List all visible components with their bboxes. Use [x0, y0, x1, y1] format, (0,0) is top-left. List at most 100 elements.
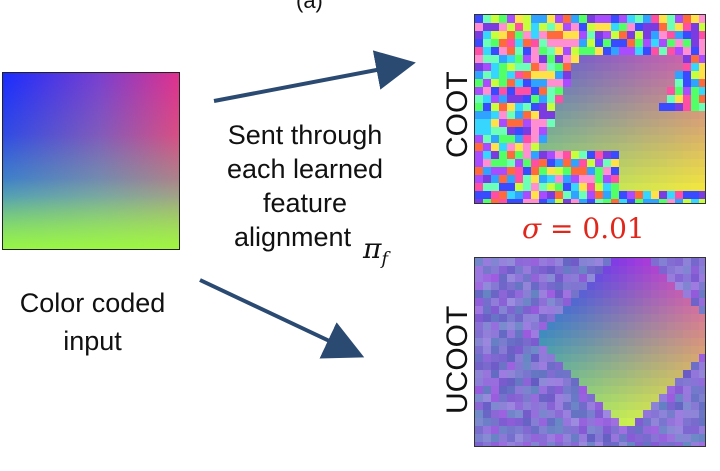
mosaic-cell — [547, 167, 555, 175]
mosaic-cell — [571, 386, 579, 394]
mosaic-cell — [475, 426, 483, 434]
mosaic-cell — [651, 15, 659, 23]
mosaic-cell — [683, 402, 691, 410]
mosaic-cell — [571, 47, 579, 55]
mosaic-cell — [571, 306, 579, 314]
mosaic-cell — [595, 362, 603, 370]
mosaic-cell — [507, 127, 515, 135]
mosaic-cell — [523, 167, 531, 175]
mosaic-cell — [627, 426, 635, 434]
mosaic-cell — [619, 199, 627, 203]
mosaic-cell — [659, 370, 667, 378]
mosaic-cell — [619, 103, 627, 111]
mosaic-cell — [563, 354, 571, 362]
mosaic-cell — [515, 103, 523, 111]
mosaic-cell — [563, 330, 571, 338]
mosaic-cell — [483, 330, 491, 338]
mosaic-cell — [531, 346, 539, 354]
mosaic-cell — [675, 258, 683, 266]
mosaic-cell — [547, 127, 555, 135]
mosaic-cell — [563, 274, 571, 282]
mosaic-cell — [667, 111, 675, 119]
mosaic-cell — [507, 151, 515, 159]
mosaic-cell — [627, 143, 635, 151]
middle-caption-line1: Sent through — [227, 120, 383, 150]
mosaic-cell — [555, 31, 563, 39]
mosaic-cell — [547, 175, 555, 183]
mosaic-cell — [667, 47, 675, 55]
mosaic-cell — [699, 103, 705, 111]
mosaic-cell — [563, 418, 571, 426]
mosaic-cell — [675, 442, 683, 446]
mosaic-cell — [571, 23, 579, 31]
mosaic-cell — [579, 103, 587, 111]
mosaic-cell — [499, 79, 507, 87]
mosaic-cell — [579, 290, 587, 298]
mosaic-cell — [523, 314, 531, 322]
mosaic-cell — [635, 63, 643, 71]
mosaic-cell — [595, 402, 603, 410]
mosaic-cell — [691, 55, 699, 63]
mosaic-cell — [587, 258, 595, 266]
mosaic-cell — [603, 151, 611, 159]
mosaic-cell — [595, 31, 603, 39]
mosaic-cell — [643, 386, 651, 394]
mosaic-cell — [491, 386, 499, 394]
mosaic-cell — [643, 378, 651, 386]
mosaic-cell — [475, 47, 483, 55]
mosaic-cell — [603, 63, 611, 71]
mosaic-cell — [555, 362, 563, 370]
mosaic-cell — [579, 111, 587, 119]
mosaic-cell — [667, 298, 675, 306]
mosaic-cell — [587, 402, 595, 410]
mosaic-cell — [483, 31, 491, 39]
mosaic-cell — [571, 167, 579, 175]
mosaic-cell — [675, 63, 683, 71]
mosaic-cell — [675, 191, 683, 199]
mosaic-cell — [523, 282, 531, 290]
mosaic-cell — [515, 394, 523, 402]
mosaic-cell — [515, 306, 523, 314]
mosaic-cell — [507, 87, 515, 95]
mosaic-cell — [651, 338, 659, 346]
mosaic-cell — [603, 183, 611, 191]
mosaic-cell — [475, 258, 483, 266]
mosaic-cell — [579, 127, 587, 135]
mosaic-cell — [563, 127, 571, 135]
mosaic-cell — [571, 175, 579, 183]
mosaic-cell — [635, 199, 643, 203]
mosaic-cell — [691, 143, 699, 151]
mosaic-cell — [515, 87, 523, 95]
mosaic-cell — [507, 266, 515, 274]
mosaic-cell — [523, 55, 531, 63]
mosaic-cell — [603, 191, 611, 199]
mosaic-cell — [627, 31, 635, 39]
mosaic-cell — [523, 442, 531, 446]
mosaic-cell — [579, 23, 587, 31]
mosaic-cell — [547, 71, 555, 79]
mosaic-cell — [571, 135, 579, 143]
mosaic-cell — [667, 346, 675, 354]
middle-caption-line3: feature — [262, 188, 348, 218]
mosaic-cell — [555, 15, 563, 23]
mosaic-cell — [603, 95, 611, 103]
mosaic-cell — [531, 354, 539, 362]
mosaic-cell — [571, 434, 579, 442]
mosaic-cell — [555, 183, 563, 191]
mosaic-cell — [579, 159, 587, 167]
mosaic-cell — [595, 63, 603, 71]
mosaic-cell — [523, 127, 531, 135]
mosaic-cell — [619, 298, 627, 306]
mosaic-cell — [659, 434, 667, 442]
mosaic-cell — [691, 306, 699, 314]
mosaic-cell — [491, 290, 499, 298]
mosaic-cell — [635, 95, 643, 103]
mosaic-cell — [571, 71, 579, 79]
mosaic-cell — [603, 290, 611, 298]
mosaic-cell — [619, 362, 627, 370]
mosaic-cell — [683, 306, 691, 314]
mosaic-cell — [659, 426, 667, 434]
mosaic-cell — [491, 282, 499, 290]
mosaic-cell — [483, 199, 491, 203]
mosaic-cell — [619, 442, 627, 446]
